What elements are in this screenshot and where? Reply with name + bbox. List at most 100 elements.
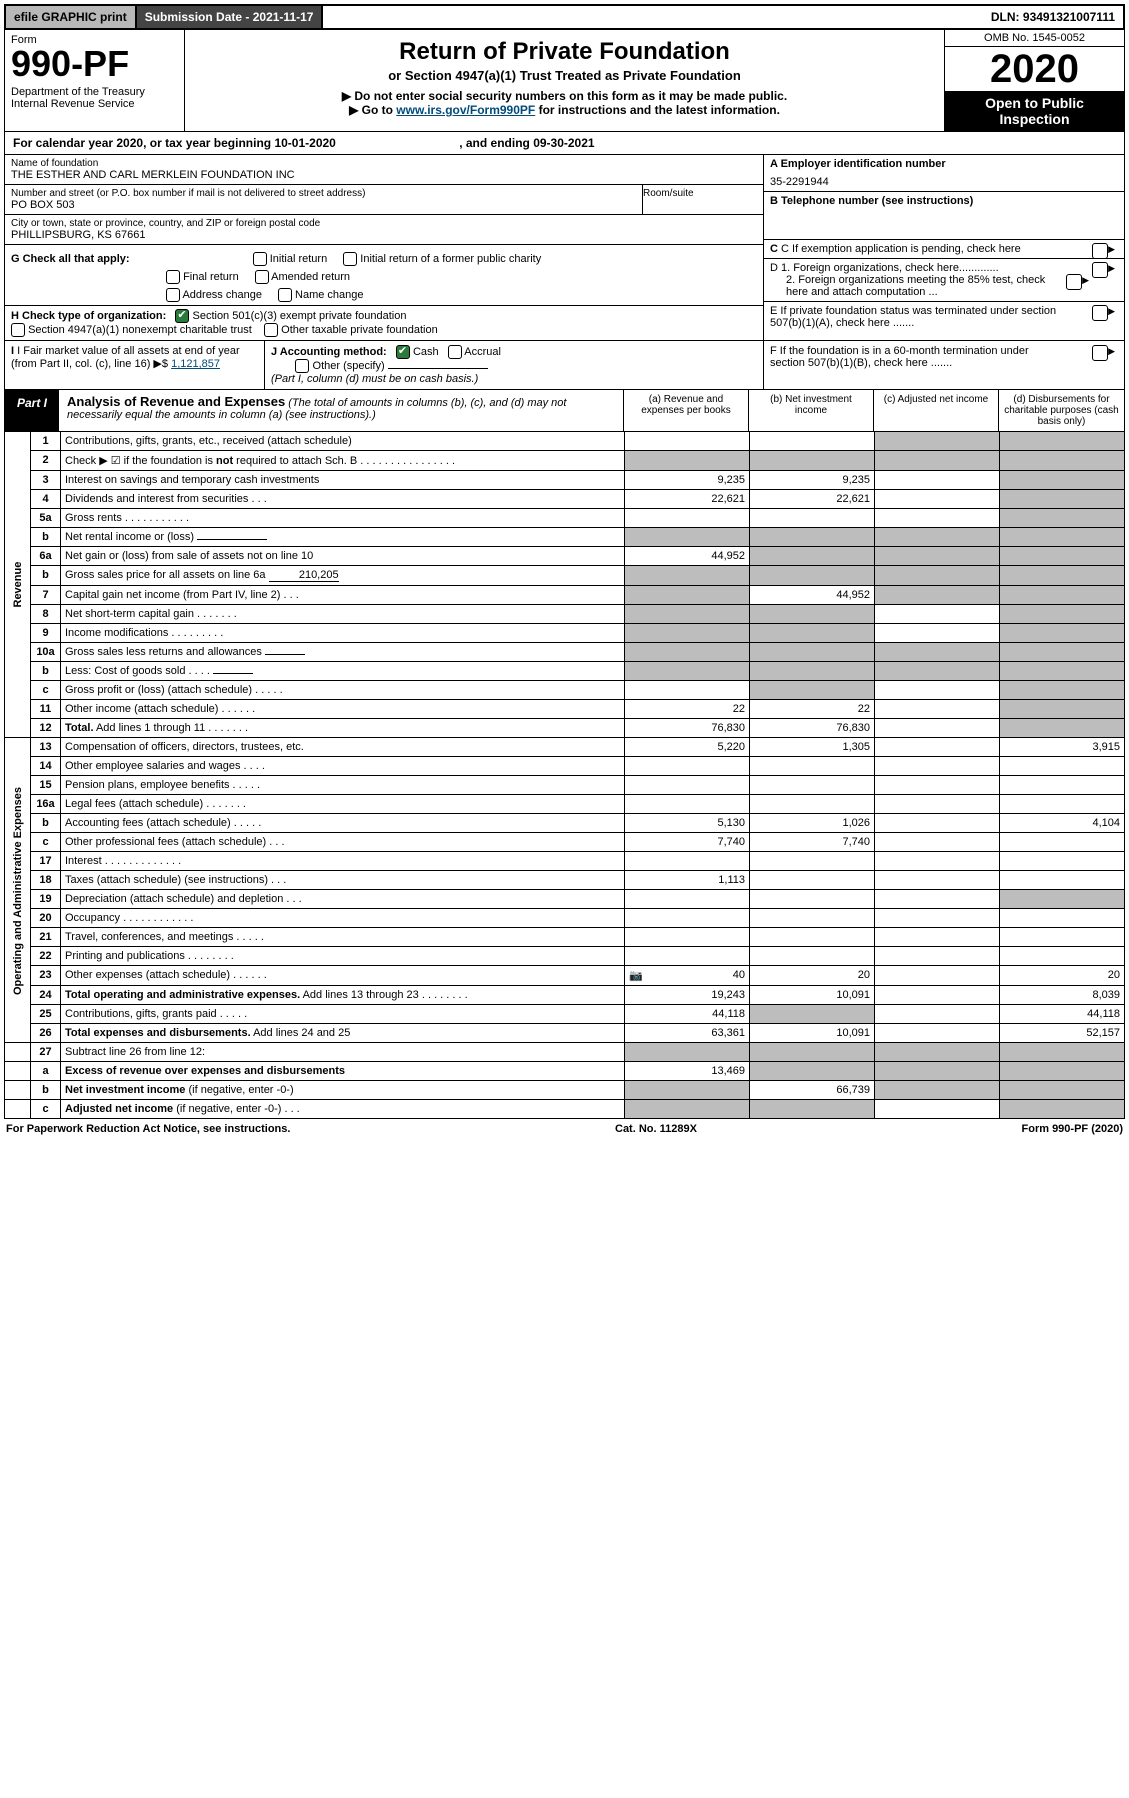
row-24: 24 Total operating and administrative ex… bbox=[5, 986, 1125, 1005]
row-9: 9 Income modifications . . . . . . . . . bbox=[5, 624, 1125, 643]
section-e: E If private foundation status was termi… bbox=[764, 302, 1124, 332]
row-22: 22 Printing and publications . . . . . .… bbox=[5, 947, 1125, 966]
row-7: 7 Capital gain net income (from Part IV,… bbox=[5, 586, 1125, 605]
checkbox-other-method[interactable] bbox=[295, 359, 309, 373]
section-g: G Check all that apply: Initial return I… bbox=[5, 245, 763, 306]
row-19: 19 Depreciation (attach schedule) and de… bbox=[5, 890, 1125, 909]
checkbox-e[interactable] bbox=[1092, 305, 1108, 321]
checkbox-initial-former[interactable] bbox=[343, 252, 357, 266]
form990pf-link[interactable]: www.irs.gov/Form990PF bbox=[396, 103, 535, 117]
section-i: I I Fair market value of all assets at e… bbox=[5, 341, 265, 389]
irs: Internal Revenue Service bbox=[11, 98, 178, 110]
form-header: Form 990-PF Department of the Treasury I… bbox=[4, 30, 1125, 132]
col-d-header: (d) Disbursements for charitable purpose… bbox=[999, 390, 1124, 431]
checkbox-4947[interactable] bbox=[11, 323, 25, 337]
row-14: 14 Other employee salaries and wages . .… bbox=[5, 757, 1125, 776]
checkbox-501c3[interactable] bbox=[175, 309, 189, 323]
row-27: 27 Subtract line 26 from line 12: bbox=[5, 1043, 1125, 1062]
row-18: 18 Taxes (attach schedule) (see instruct… bbox=[5, 871, 1125, 890]
foundation-name: THE ESTHER AND CARL MERKLEIN FOUNDATION … bbox=[11, 169, 757, 181]
omb-number: OMB No. 1545-0052 bbox=[945, 30, 1124, 47]
checkbox-initial-return[interactable] bbox=[253, 252, 267, 266]
row-2: 2 Check ▶ ☑ if the foundation is not req… bbox=[5, 451, 1125, 471]
row-15: 15 Pension plans, employee benefits . . … bbox=[5, 776, 1125, 795]
open-to-public: Open to Public Inspection bbox=[945, 91, 1124, 131]
checkbox-name-change[interactable] bbox=[278, 288, 292, 302]
checkbox-d1[interactable] bbox=[1092, 262, 1108, 278]
section-d: D 1. Foreign organizations, check here..… bbox=[764, 259, 1124, 302]
row-10a: 10a Gross sales less returns and allowan… bbox=[5, 643, 1125, 662]
row-c: c Other professional fees (attach schedu… bbox=[5, 833, 1125, 852]
foundation-name-cell: Name of foundation THE ESTHER AND CARL M… bbox=[5, 155, 763, 185]
top-bar: efile GRAPHIC print Submission Date - 20… bbox=[4, 4, 1125, 30]
revenue-label: Revenue bbox=[5, 432, 31, 738]
checkbox-other-taxable[interactable] bbox=[264, 323, 278, 337]
row-26: 26 Total expenses and disbursements. Add… bbox=[5, 1024, 1125, 1043]
checkbox-amended-return[interactable] bbox=[255, 270, 269, 284]
checkbox-f[interactable] bbox=[1092, 345, 1108, 361]
row-25: 25 Contributions, gifts, grants paid . .… bbox=[5, 1005, 1125, 1024]
row-12: 12 Total. Add lines 1 through 11 . . . .… bbox=[5, 719, 1125, 738]
part-1-title: Analysis of Revenue and Expenses (The to… bbox=[59, 390, 624, 431]
form-number: 990-PF bbox=[11, 46, 178, 82]
row-27a: a Excess of revenue over expenses and di… bbox=[5, 1062, 1125, 1081]
row-3: 3 Interest on savings and temporary cash… bbox=[5, 471, 1125, 490]
row-21: 21 Travel, conferences, and meetings . .… bbox=[5, 928, 1125, 947]
form-ref: Form 990-PF (2020) bbox=[1022, 1123, 1124, 1135]
part-1-header: Part I Analysis of Revenue and Expenses … bbox=[4, 390, 1125, 432]
section-j: J Accounting method: Cash Accrual Other … bbox=[265, 341, 764, 389]
checkbox-address-change[interactable] bbox=[166, 288, 180, 302]
dept-treasury: Department of the Treasury bbox=[11, 86, 178, 98]
row-b: b Gross sales price for all assets on li… bbox=[5, 566, 1125, 586]
section-c: C C If exemption application is pending,… bbox=[764, 240, 1124, 259]
paperwork-notice: For Paperwork Reduction Act Notice, see … bbox=[6, 1123, 290, 1135]
row-11: 11 Other income (attach schedule) . . . … bbox=[5, 700, 1125, 719]
dln: DLN: 93491321007111 bbox=[983, 6, 1123, 28]
row-c: c Gross profit or (loss) (attach schedul… bbox=[5, 681, 1125, 700]
col-a-header: (a) Revenue and expenses per books bbox=[624, 390, 749, 431]
checkbox-accrual[interactable] bbox=[448, 345, 462, 359]
row-20: 20 Occupancy . . . . . . . . . . . . bbox=[5, 909, 1125, 928]
checkbox-c[interactable] bbox=[1092, 243, 1108, 259]
foundation-address: PO BOX 503 bbox=[11, 199, 636, 211]
row-b: b Net rental income or (loss) bbox=[5, 528, 1125, 547]
room-suite-label: Room/suite bbox=[643, 188, 757, 199]
page-footer: For Paperwork Reduction Act Notice, see … bbox=[4, 1119, 1125, 1139]
row-b: b Less: Cost of goods sold . . . . bbox=[5, 662, 1125, 681]
goto-instructions: ▶ Go to www.irs.gov/Form990PF for instru… bbox=[191, 103, 938, 117]
section-f: F If the foundation is in a 60-month ter… bbox=[764, 341, 1124, 389]
fmv-link[interactable]: 1,121,857 bbox=[171, 358, 220, 370]
row-8: 8 Net short-term capital gain . . . . . … bbox=[5, 605, 1125, 624]
col-c-header: (c) Adjusted net income bbox=[874, 390, 999, 431]
checkbox-final-return[interactable] bbox=[166, 270, 180, 284]
city-cell: City or town, state or province, country… bbox=[5, 215, 763, 245]
operating-expenses-label: Operating and Administrative Expenses bbox=[5, 738, 31, 1043]
foundation-city: PHILLIPSBURG, KS 67661 bbox=[11, 229, 757, 241]
form-title: Return of Private Foundation bbox=[191, 38, 938, 66]
part-1-tag: Part I bbox=[5, 390, 59, 431]
section-ijf: I I Fair market value of all assets at e… bbox=[4, 341, 1125, 390]
form-subtitle: or Section 4947(a)(1) Trust Treated as P… bbox=[191, 68, 938, 83]
row-17: 17 Interest . . . . . . . . . . . . . bbox=[5, 852, 1125, 871]
section-h: H Check type of organization: Section 50… bbox=[5, 306, 763, 340]
submission-date: Submission Date - 2021-11-17 bbox=[137, 6, 324, 28]
ssn-warning: ▶ Do not enter social security numbers o… bbox=[191, 89, 938, 103]
checkbox-cash[interactable] bbox=[396, 345, 410, 359]
phone-cell: B Telephone number (see instructions) bbox=[764, 192, 1124, 240]
row-27b: b Net investment income (if negative, en… bbox=[5, 1081, 1125, 1100]
foundation-info: Name of foundation THE ESTHER AND CARL M… bbox=[4, 155, 1125, 341]
row-16a: 16a Legal fees (attach schedule) . . . .… bbox=[5, 795, 1125, 814]
calendar-year-line: For calendar year 2020, or tax year begi… bbox=[4, 132, 1125, 155]
camera-icon[interactable] bbox=[629, 969, 643, 982]
cat-no: Cat. No. 11289X bbox=[615, 1123, 697, 1135]
checkbox-d2[interactable] bbox=[1066, 274, 1082, 290]
row-5a: 5a Gross rents . . . . . . . . . . . bbox=[5, 509, 1125, 528]
row-6a: 6a Net gain or (loss) from sale of asset… bbox=[5, 547, 1125, 566]
row-13: Operating and Administrative Expenses 13… bbox=[5, 738, 1125, 757]
efile-graphic-print[interactable]: efile GRAPHIC print bbox=[6, 6, 137, 28]
ein-value: 35-2291944 bbox=[770, 176, 829, 188]
address-row: Number and street (or P.O. box number if… bbox=[5, 185, 763, 215]
col-b-header: (b) Net investment income bbox=[749, 390, 874, 431]
row-23: 23 Other expenses (attach schedule) . . … bbox=[5, 966, 1125, 986]
part-1-table: Revenue 1 Contributions, gifts, grants, … bbox=[4, 432, 1125, 1119]
